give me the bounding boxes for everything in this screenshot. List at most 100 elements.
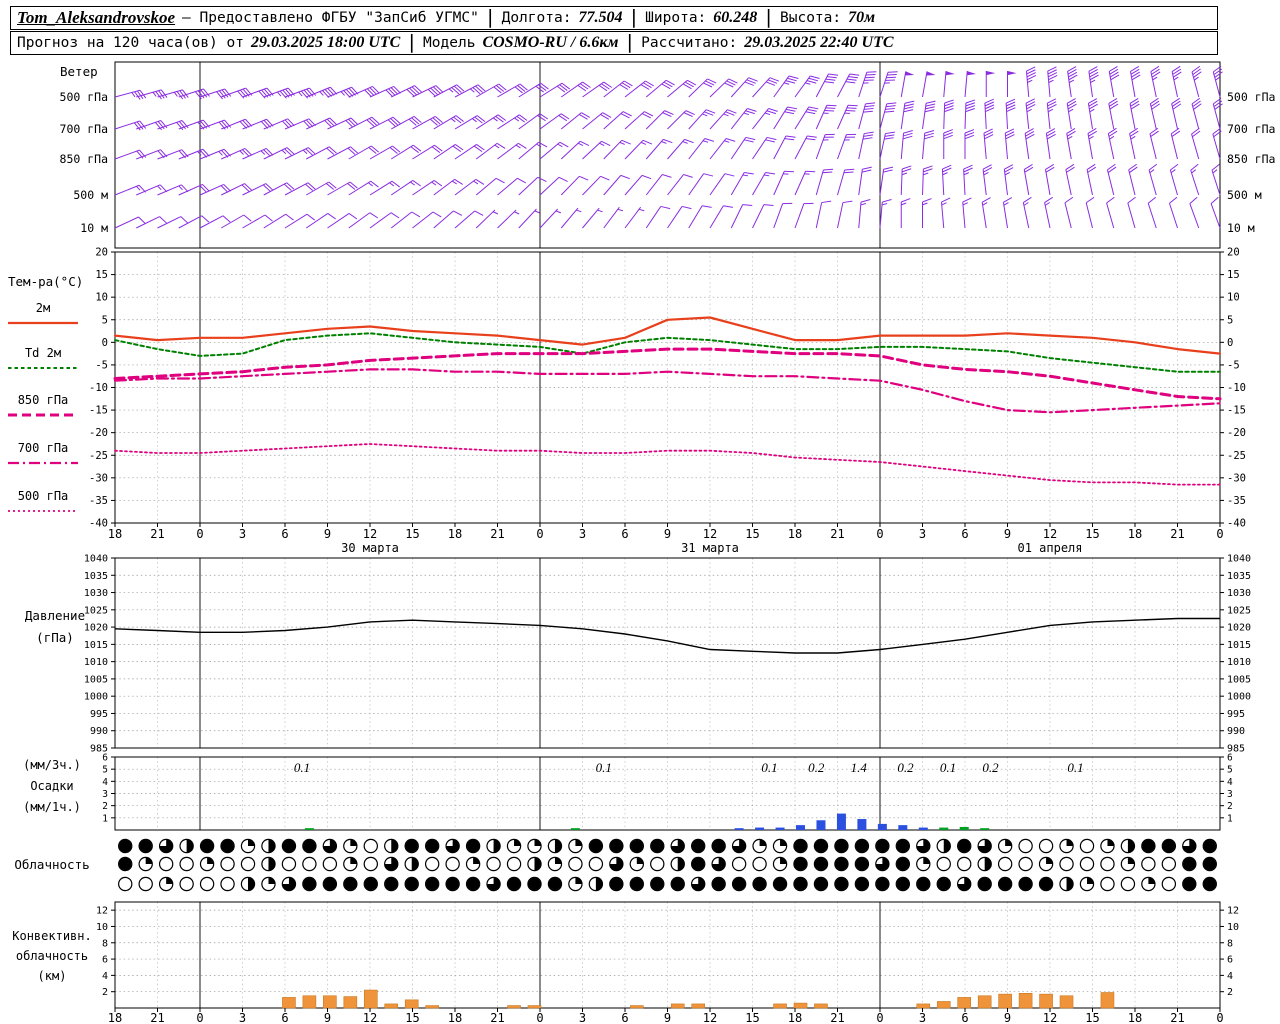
latitude-value: 60.248	[713, 9, 758, 26]
pressure-panel: 985 985 990 990 995 995 1000 1000 1005 1005 1010 10…	[25, 554, 1251, 755]
cloud-cover-fill	[794, 877, 807, 891]
wind-barb-feather	[1006, 107, 1016, 113]
wind-barb-feather	[826, 104, 837, 107]
wind-barb-feather	[456, 84, 465, 92]
wind-barb-shaft	[1024, 133, 1030, 160]
wind-barb-feather	[703, 82, 713, 88]
wind-barb-feather	[983, 128, 993, 134]
wind-barb-feather	[1047, 98, 1057, 104]
wind-barb-feather	[744, 171, 754, 175]
wind-barb-half	[1047, 108, 1054, 113]
wind-barb-feather	[412, 144, 422, 152]
wind-barb-shaft	[1088, 71, 1093, 98]
cloud-cover-fill	[759, 839, 767, 846]
time-tick-label: 3	[239, 527, 246, 541]
wind-barb-feather	[559, 141, 569, 148]
wind-barb-shaft	[1149, 133, 1157, 160]
wind-barb-feather	[963, 167, 973, 173]
wind-barb-feather	[965, 108, 975, 113]
wind-barb-feather	[1127, 196, 1136, 204]
convective-cloud-bar	[384, 1003, 399, 1009]
wind-barb-feather	[1048, 75, 1058, 81]
wind-barb-feather	[663, 81, 673, 88]
cloud-cover-fill	[303, 877, 316, 891]
separator: |	[407, 32, 417, 54]
wind-barb-shaft	[560, 81, 583, 98]
wind-barb-feather	[864, 131, 874, 135]
wind-barb-feather	[1149, 127, 1159, 135]
wind-barb-feather	[744, 139, 754, 143]
wind-barb-half	[702, 113, 708, 117]
cloud-cover-symbol	[158, 856, 174, 872]
wind-barb-feather	[429, 118, 438, 126]
wind-barb-flag	[966, 71, 977, 76]
wind-barb-flag	[986, 71, 996, 76]
cloud-cover-fill	[554, 839, 562, 853]
precip-amount-label: 0.2	[897, 760, 914, 775]
wind-barb-feather	[727, 109, 737, 114]
wind-barb-feather	[519, 114, 528, 121]
convective-cloud-bar	[1100, 992, 1115, 1009]
wind-barb-feather	[863, 134, 874, 137]
time-tick-label: 21	[1170, 527, 1184, 541]
wind-barb-feather	[1089, 71, 1099, 78]
wind-barb-shaft	[1022, 202, 1030, 229]
wind-barb-feather	[157, 121, 165, 130]
wind-barb-shaft	[157, 149, 182, 160]
wind-barb-feather	[414, 85, 422, 93]
wind-barb-shaft	[943, 71, 947, 98]
wind-barb-feather	[1110, 74, 1120, 81]
cloud-cover-fill	[1046, 857, 1053, 864]
wind-barb-shaft	[1106, 202, 1115, 229]
cloud-cover-fill	[528, 877, 541, 891]
time-tick-label: 18	[448, 527, 462, 541]
wind-barb-feather	[1148, 163, 1158, 171]
convective-cloud-bar	[1039, 993, 1053, 1009]
y-tick-label: 1025	[84, 605, 108, 616]
wind-level-row	[114, 196, 1221, 229]
wind-barb-feather	[392, 116, 401, 125]
wind-barb-shaft	[157, 184, 182, 196]
wind-barb-half	[1109, 135, 1115, 140]
wind-barb-half	[1004, 171, 1010, 176]
wind-barb-shaft	[837, 105, 849, 130]
wind-barb-feather	[1147, 196, 1157, 204]
wind-level-row	[114, 65, 1223, 100]
wind-barb-feather	[432, 117, 441, 125]
y-tick-label: 4	[102, 777, 108, 788]
pressure-panel-title: (гПа)	[36, 630, 74, 645]
wind-barb-half	[638, 208, 645, 212]
wind-barb-feather	[476, 144, 485, 151]
wind-barb-feather	[406, 88, 415, 97]
y-tick-label: 5	[1227, 765, 1233, 776]
temperature-series-3	[113, 368, 1222, 414]
wind-barb-shaft	[730, 172, 745, 196]
wind-barb-feather	[845, 109, 856, 112]
cloud-cover-fill	[575, 839, 583, 846]
wind-barb-feather	[683, 174, 693, 178]
convective-cloud-bar	[1059, 995, 1074, 1009]
wind-barb-feather	[621, 139, 631, 145]
wind-barb-feather	[885, 107, 895, 110]
convective-cloud-bar	[977, 995, 992, 1009]
wind-barb-shaft	[752, 108, 769, 130]
wind-barb-feather	[885, 105, 896, 108]
wind-barb-shaft	[1085, 202, 1093, 229]
wind-barb-shaft	[306, 117, 331, 130]
cloud-cover-fill	[835, 857, 848, 871]
wind-barb-feather	[984, 101, 995, 107]
wind-barb-shaft	[454, 84, 479, 98]
cloud-cover-fill	[425, 839, 439, 853]
wind-barb-shaft	[475, 114, 499, 130]
wind-barb-feather	[827, 76, 837, 79]
wind-barb-half	[901, 172, 908, 176]
wind-barb-feather	[216, 91, 223, 100]
wind-barb-feather	[1172, 103, 1182, 110]
wind-barb-shaft	[412, 144, 435, 160]
wind-barb-shaft	[284, 213, 308, 229]
wind-barb-feather	[728, 78, 738, 84]
wind-barb-feather	[747, 108, 757, 112]
wind-barb-half	[764, 112, 771, 116]
wind-level-label: 700 гПа	[1227, 122, 1275, 136]
wind-barb-feather	[984, 131, 994, 137]
